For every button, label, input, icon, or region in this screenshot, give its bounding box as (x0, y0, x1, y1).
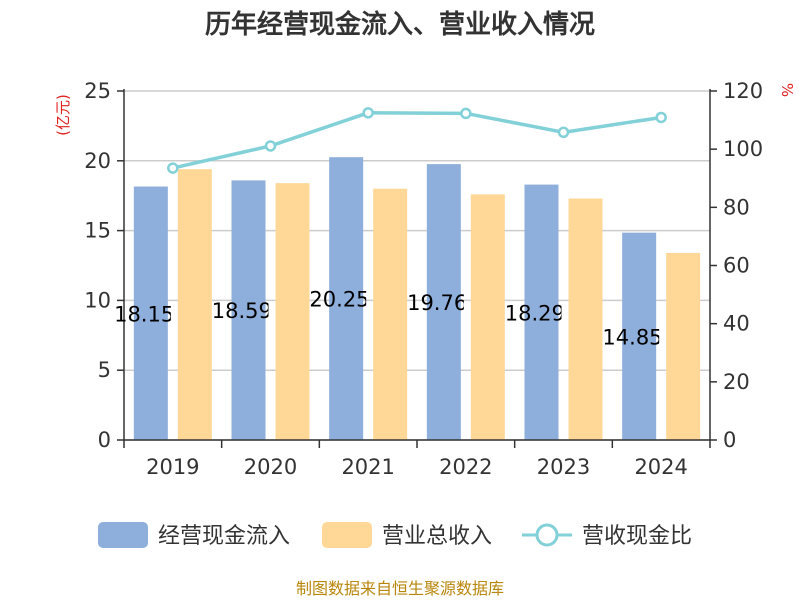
x-tick-label: 2023 (537, 455, 590, 479)
y-left-tick-label: 10 (84, 288, 111, 312)
y-right-tick-label: 40 (723, 312, 750, 336)
grid (124, 90, 710, 441)
bar-cash-inflow (524, 184, 559, 440)
legend-swatch-revenue (322, 522, 372, 548)
legend-marker-ratio (535, 523, 559, 547)
bar-revenue (373, 188, 408, 440)
ratio-point (362, 107, 374, 119)
y-right-tick-label: 60 (723, 254, 750, 278)
x-tick-label: 2021 (341, 455, 394, 479)
y-left-tick-label: 5 (98, 358, 111, 382)
data-label-cash-inflow: 18.295 (505, 301, 578, 325)
data-label-cash-inflow: 20.258 (309, 288, 382, 312)
y-right-tick-label: 100 (723, 137, 763, 161)
ratio-point (557, 126, 570, 139)
ratio-point (167, 162, 179, 174)
x-tick-label: 2019 (146, 455, 199, 479)
ratio-point (264, 140, 277, 152)
y-left-tick-label: 25 (84, 79, 111, 103)
legend-label-revenue: 营业总收入 (382, 524, 492, 549)
y-right-unit-label: % (778, 83, 796, 97)
y-right-tick-label: 80 (723, 195, 750, 219)
y-right-tick-label: 20 (723, 370, 750, 394)
y-left-unit-label: (亿元) (54, 94, 72, 136)
data-label-cash-inflow: 18.157 (114, 302, 187, 326)
legend-label-ratio: 营收现金比 (582, 524, 692, 549)
y-left-tick-label: 15 (84, 219, 111, 243)
y-right-tick-label: 0 (723, 428, 736, 452)
y-left-tick-label: 20 (84, 149, 111, 173)
chart-title: 历年经营现金流入、营业收入情况 (205, 9, 595, 40)
bar-cash-inflow (133, 186, 168, 440)
data-label-cash-inflow: 19.762 (407, 291, 480, 315)
bar-revenue (275, 183, 310, 441)
bar-revenue (177, 169, 212, 440)
bar-cash-inflow (426, 164, 461, 440)
ratio-point (460, 107, 472, 120)
data-label-cash-inflow: 14.852 (602, 325, 675, 349)
ratio-line (167, 107, 667, 174)
ratio-line-path (172, 111, 662, 170)
bar-revenue (568, 198, 603, 440)
legend: 经营现金流入 营业总收入 营收现金比 (98, 522, 692, 549)
legend-swatch-cash-inflow (98, 522, 148, 548)
bar-cash-inflow (622, 232, 657, 440)
source-note: 制图数据来自恒生聚源数据库 (296, 579, 504, 598)
data-labels: 18.157 18.597 20.258 19.762 18.295 14.852 (114, 288, 675, 350)
x-tick-label: 2024 (634, 455, 687, 479)
bars (133, 157, 701, 441)
y-right-tick-label: 120 (723, 79, 763, 103)
y-left-tick-label: 0 (98, 428, 111, 452)
axes: 0 5 10 15 20 25 0 20 40 60 80 100 120 2019 2020 2021 202… (84, 79, 763, 479)
bar-revenue (470, 194, 505, 440)
x-tick-label: 2022 (439, 455, 492, 479)
ratio-point (655, 111, 667, 124)
data-label-cash-inflow: 18.597 (212, 299, 285, 323)
bar-cash-inflow (329, 157, 364, 441)
bar-revenue (666, 252, 701, 440)
x-tick-label: 2020 (244, 455, 297, 479)
bar-cash-inflow (231, 180, 266, 441)
legend-label-cash-inflow: 经营现金流入 (158, 524, 290, 549)
